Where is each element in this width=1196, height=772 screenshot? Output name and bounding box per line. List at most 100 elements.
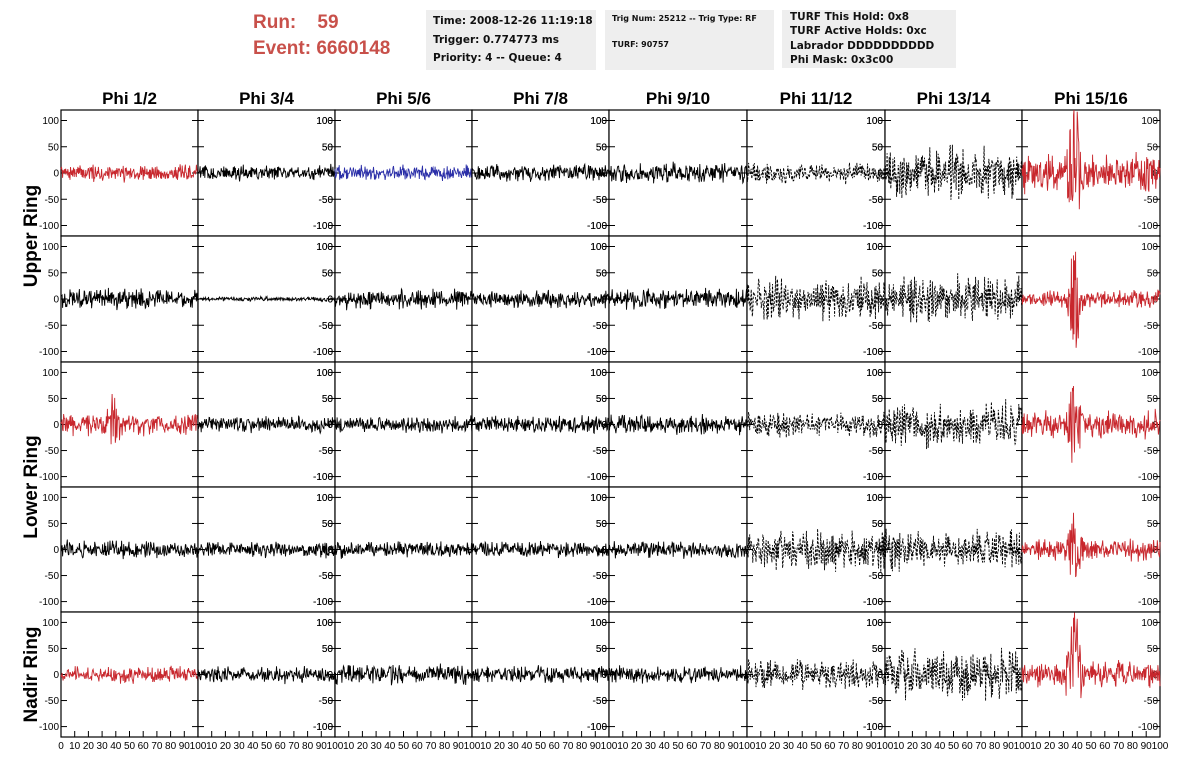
- waveform-trace: [197, 294, 336, 303]
- y-tick-label: 50: [872, 394, 884, 405]
- waveform-trace: [608, 540, 748, 559]
- y-tick-label: 100: [866, 493, 883, 504]
- waveform-trace: [1021, 385, 1161, 463]
- x-tick-label: 100: [1014, 741, 1031, 752]
- y-tick-label: 0: [53, 670, 59, 681]
- y-tick-label: -100: [863, 597, 883, 608]
- y-tick-label: -50: [319, 321, 334, 332]
- x-tick-label: 20: [631, 741, 643, 752]
- x-tick-label: 80: [852, 741, 864, 752]
- y-tick-label: 50: [872, 644, 884, 655]
- y-tick-label: 50: [872, 394, 884, 405]
- x-tick-label: 50: [672, 741, 684, 752]
- x-tick-label: 20: [220, 741, 232, 752]
- x-tick-label: 10: [69, 741, 81, 752]
- x-tick-label: 80: [576, 741, 588, 752]
- column-title: Phi 15/16: [1054, 89, 1128, 108]
- x-tick-label: 70: [562, 741, 574, 752]
- y-tick-label: 50: [872, 519, 884, 530]
- y-tick-label: -100: [39, 347, 59, 358]
- y-tick-label: -100: [587, 221, 607, 232]
- waveform-trace: [884, 647, 1023, 702]
- column-title: Phi 9/10: [646, 89, 710, 108]
- x-tick-label: 60: [962, 741, 974, 752]
- x-tick-label: 80: [989, 741, 1001, 752]
- y-tick-label: -100: [863, 472, 883, 483]
- x-tick-label: 90: [1003, 741, 1015, 752]
- x-tick-label: 90: [590, 741, 602, 752]
- waveform-trace: [746, 411, 886, 438]
- waveform-trace: [60, 164, 199, 183]
- y-tick-label: 100: [1141, 368, 1158, 379]
- y-tick-label: 100: [1141, 618, 1158, 629]
- y-tick-label: -50: [319, 696, 334, 707]
- x-tick-label: 30: [234, 741, 246, 752]
- y-tick-label: 100: [866, 618, 883, 629]
- x-tick-label: 10: [755, 741, 767, 752]
- y-tick-label: 100: [1141, 493, 1158, 504]
- y-tick-label: -50: [319, 195, 334, 206]
- y-tick-label: 100: [316, 242, 333, 253]
- y-tick-label: 0: [53, 420, 59, 431]
- x-tick-label: 100: [739, 741, 756, 752]
- y-tick-label: 100: [866, 368, 883, 379]
- y-tick-label: -100: [587, 597, 607, 608]
- priority-text: Priority: 4 -- Queue: 4: [433, 52, 562, 64]
- y-tick-label: 50: [1147, 519, 1159, 530]
- y-tick-label: 100: [866, 116, 883, 127]
- y-tick-label: 50: [596, 644, 608, 655]
- y-tick-label: 100: [42, 242, 59, 253]
- run-value: 59: [317, 12, 339, 33]
- y-tick-label: -100: [863, 722, 883, 733]
- y-tick-label: 100: [590, 618, 607, 629]
- x-tick-label: 80: [302, 741, 314, 752]
- y-tick-label: -100: [863, 347, 883, 358]
- x-tick-label: 90: [728, 741, 740, 752]
- x-tick-label: 70: [700, 741, 712, 752]
- y-tick-label: 100: [316, 618, 333, 629]
- y-tick-label: 100: [866, 493, 883, 504]
- y-tick-label: -100: [39, 597, 59, 608]
- y-tick-label: 100: [866, 618, 883, 629]
- plot-frame: [884, 611, 1023, 738]
- y-tick-label: -50: [1144, 696, 1159, 707]
- y-tick-label: 50: [596, 519, 608, 530]
- y-tick-label: -100: [313, 472, 333, 483]
- x-tick-label: 100: [1152, 741, 1169, 752]
- x-tick-label: 40: [110, 741, 122, 752]
- y-tick-label: 0: [53, 295, 59, 306]
- y-tick-label: -100: [313, 722, 333, 733]
- x-tick-label: 20: [357, 741, 369, 752]
- waveform-trace: [334, 287, 473, 311]
- waveform-trace: [746, 659, 886, 690]
- y-tick-label: -100: [39, 722, 59, 733]
- y-tick-label: -50: [45, 321, 60, 332]
- x-tick-label: 100: [190, 741, 207, 752]
- y-tick-label: 100: [590, 368, 607, 379]
- x-tick-label: 100: [877, 741, 894, 752]
- plot-frame: [334, 235, 473, 363]
- y-tick-label: 0: [601, 169, 607, 180]
- y-tick-label: 50: [1147, 268, 1159, 279]
- x-tick-label: 50: [810, 741, 822, 752]
- y-tick-label: -50: [45, 446, 60, 457]
- phi-mask-text: Phi Mask: 0x3c00: [790, 54, 894, 67]
- x-tick-label: 40: [797, 741, 809, 752]
- y-tick-label: 50: [322, 142, 334, 153]
- waveform-trace: [334, 663, 473, 686]
- y-tick-label: -50: [593, 446, 608, 457]
- x-tick-label: 30: [921, 741, 933, 752]
- y-tick-label: 50: [872, 644, 884, 655]
- y-tick-label: 100: [866, 242, 883, 253]
- x-tick-label: 20: [83, 741, 95, 752]
- waveform-trace: [197, 665, 336, 685]
- y-tick-label: 50: [48, 142, 60, 153]
- x-tick-label: 10: [343, 741, 355, 752]
- x-tick-label: 90: [1141, 741, 1153, 752]
- y-tick-label: -50: [1144, 446, 1159, 457]
- waveform-trace: [608, 665, 748, 684]
- x-tick-label: 90: [316, 741, 328, 752]
- y-tick-label: 0: [327, 420, 333, 431]
- x-tick-label: 50: [124, 741, 136, 752]
